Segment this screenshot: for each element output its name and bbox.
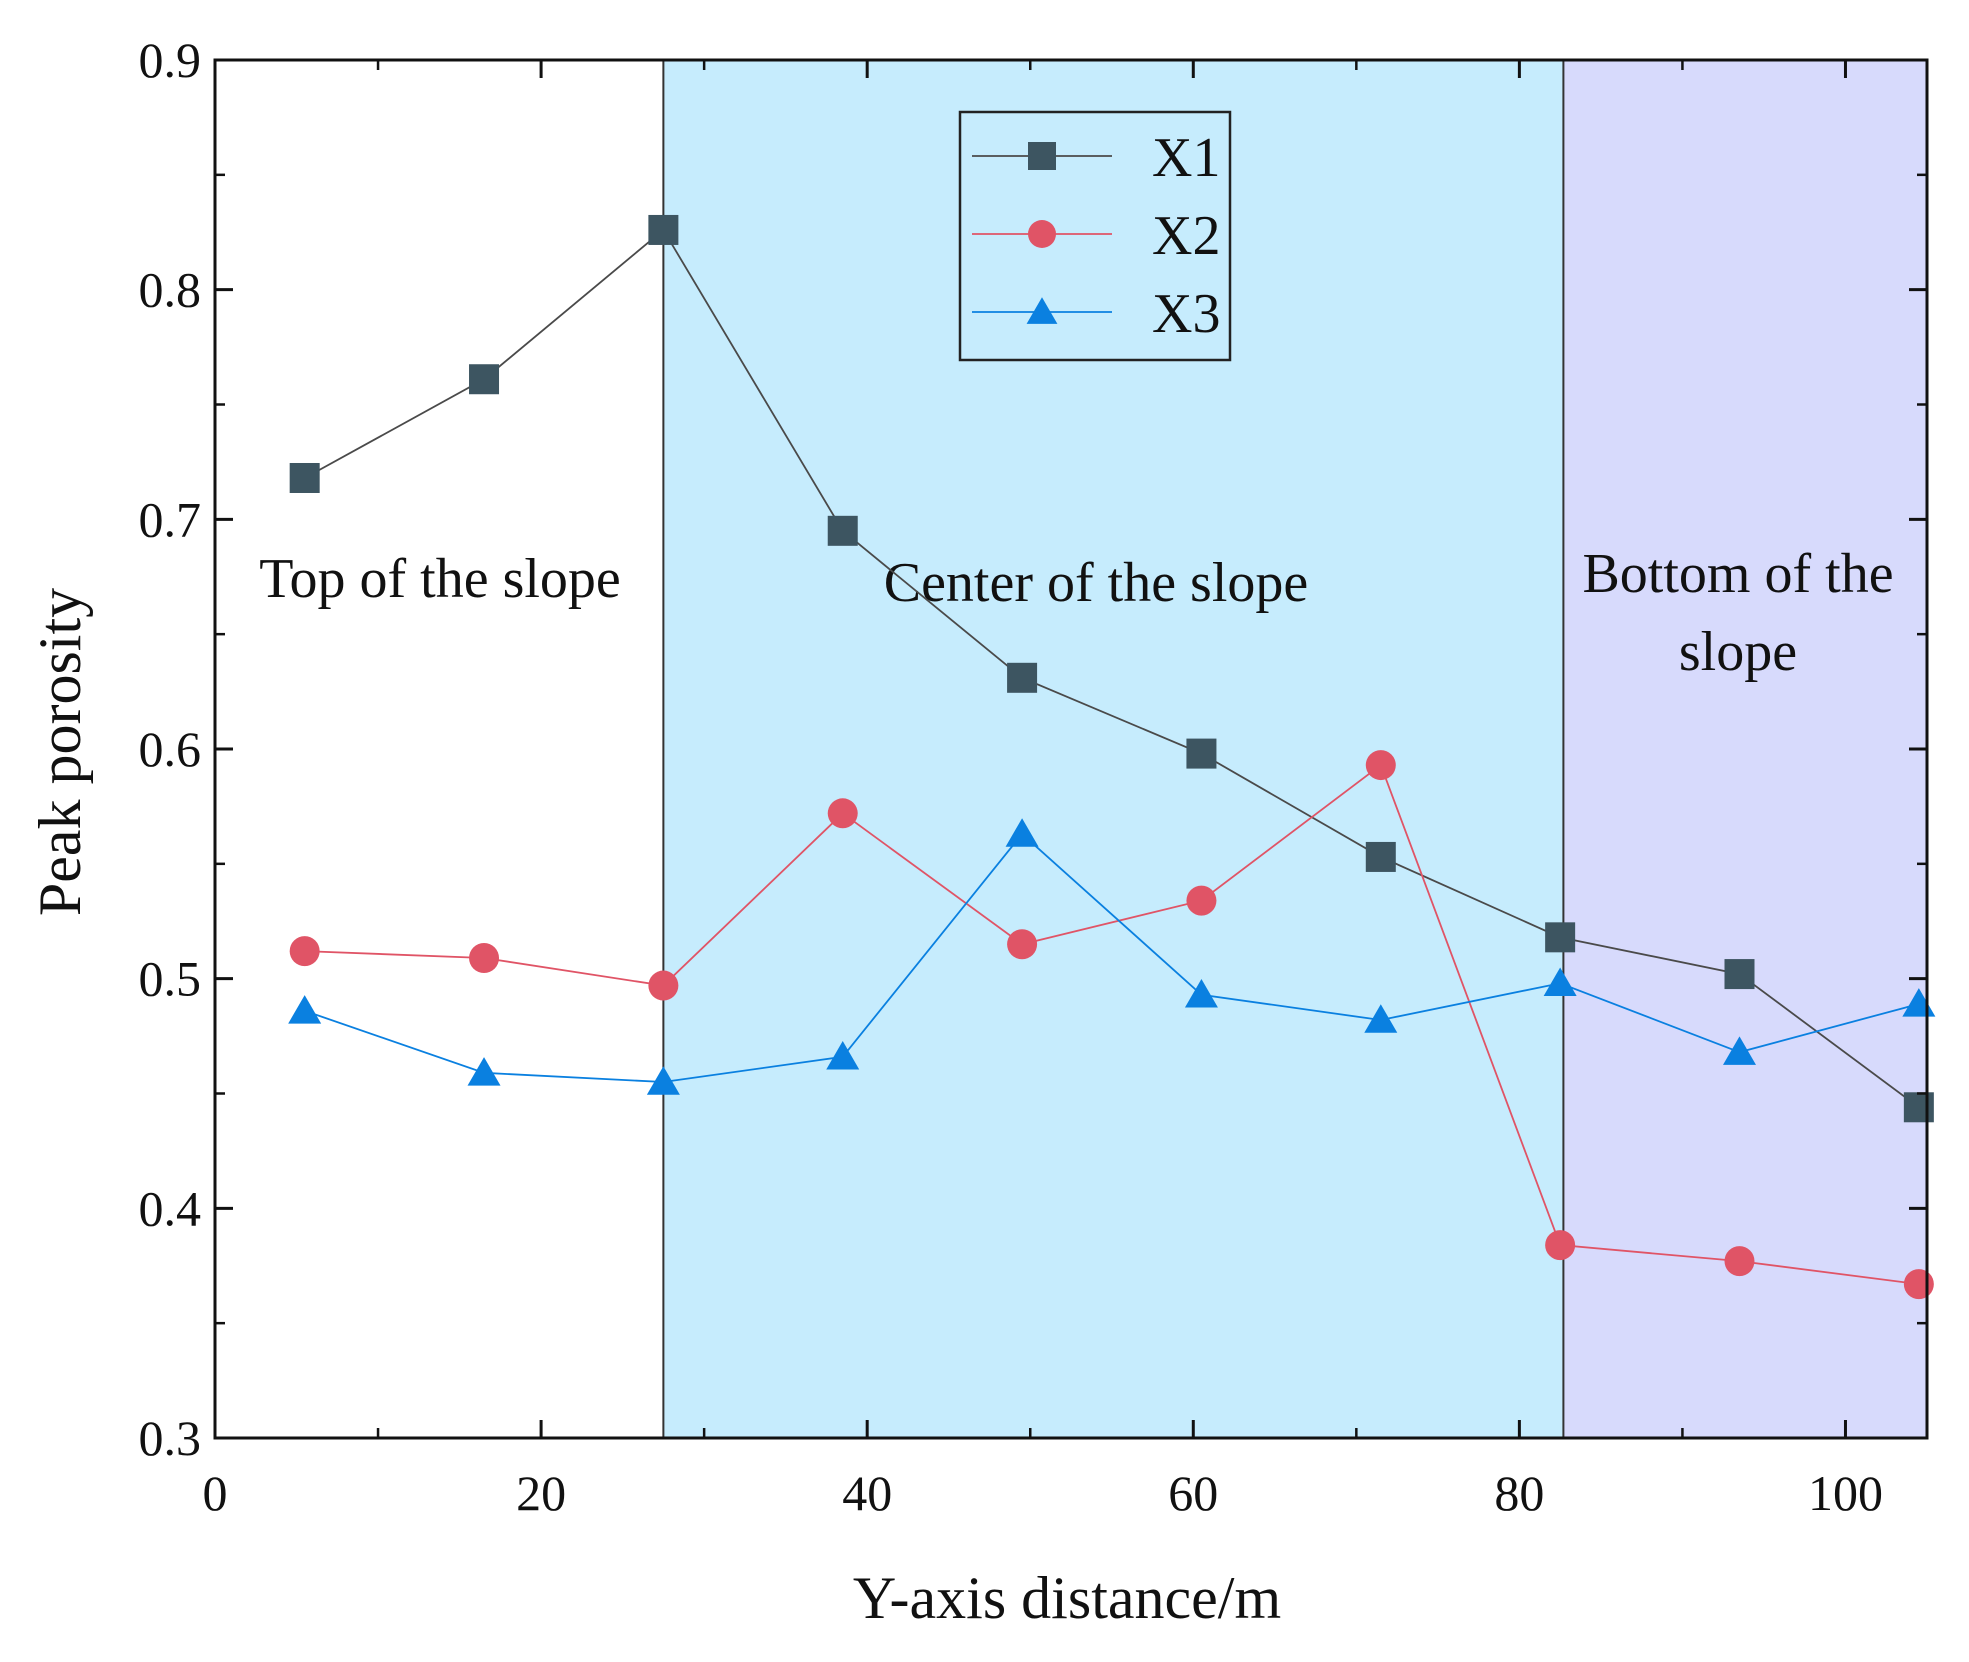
data-point-x2 (1365, 750, 1396, 781)
y-tick-label: 0.9 (139, 32, 202, 88)
x-tick-label: 60 (1168, 1465, 1218, 1521)
data-point-x2 (1724, 1246, 1755, 1277)
legend-box (958, 110, 1232, 362)
data-point-x2 (1545, 1230, 1576, 1261)
region-label-top: Top of the slope (259, 548, 621, 610)
series-line-x2 (304, 763, 1919, 1286)
series-line-x3 (304, 832, 1920, 1083)
region-center (663, 60, 1564, 1438)
region-layer (215, 60, 1927, 1438)
data-point-x3 (646, 1066, 680, 1095)
data-point-x2 (1007, 929, 1038, 960)
legend-marker-x1 (1028, 142, 1056, 170)
x-tick-label: 20 (516, 1465, 566, 1521)
y-tick-label: 0.3 (139, 1410, 202, 1466)
x-tick-label: 0 (203, 1465, 228, 1521)
data-point-x1 (1724, 959, 1755, 990)
data-point-x3 (1184, 978, 1218, 1008)
region-bottom (1563, 60, 1927, 1438)
data-point-x1 (1545, 922, 1576, 953)
x-tick-label: 100 (1808, 1465, 1883, 1521)
data-point-x2 (1903, 1269, 1934, 1300)
data-point-x3 (1543, 967, 1577, 997)
data-point-x2 (289, 936, 320, 967)
y-tick-label: 0.7 (139, 491, 202, 547)
series-line-x1 (304, 228, 1920, 1109)
data-point-x1 (1365, 841, 1396, 872)
region-label-layer: Top of the slope Center of the slope Botto… (259, 543, 1893, 683)
region-top (215, 60, 664, 1438)
y-tick-label: 0.8 (139, 262, 202, 318)
data-point-x1 (1903, 1092, 1934, 1123)
tick-layer: 0 20 40 60 80 100 0.3 0.4 0.5 0.6 0.7 0.8 0.9 (139, 32, 1927, 1521)
data-point-x1 (469, 364, 500, 395)
legend-label-x1: X1 (1152, 127, 1220, 189)
data-point-x1 (827, 515, 858, 546)
x-axis-label: Y-axis distance/m (853, 1565, 1281, 1631)
data-point-x2 (648, 970, 679, 1001)
legend-label-x3: X3 (1152, 283, 1220, 345)
x-tick-label: 40 (842, 1465, 892, 1521)
legend: X1 X2 X3 (958, 110, 1232, 362)
data-point-x2 (1186, 885, 1217, 916)
data-point-x3 (1005, 818, 1039, 847)
data-point-x1 (289, 462, 320, 493)
legend-marker-x3 (1026, 297, 1058, 324)
data-point-x2 (469, 942, 500, 973)
data-point-x1 (1007, 662, 1038, 693)
y-tick-label: 0.5 (139, 951, 202, 1007)
region-label-bottom: Bottom of the (1582, 543, 1893, 605)
legend-label-x2: X2 (1152, 205, 1220, 267)
y-axis-label: Peak porosity (27, 588, 93, 916)
region-label-bottom: slope (1679, 621, 1797, 683)
data-point-x3 (467, 1057, 501, 1086)
x-tick-label: 80 (1494, 1465, 1544, 1521)
series-markers (288, 214, 1936, 1300)
legend-marker-x2 (1028, 220, 1056, 248)
series-lines (304, 228, 1920, 1286)
y-tick-label: 0.4 (139, 1180, 202, 1236)
data-point-x3 (288, 995, 322, 1024)
region-label-center: Center of the slope (884, 552, 1309, 614)
data-point-x1 (1186, 738, 1217, 769)
y-tick-label: 0.6 (139, 721, 202, 777)
data-point-x1 (648, 214, 679, 245)
data-point-x3 (1722, 1036, 1756, 1065)
data-point-x2 (827, 798, 858, 829)
data-point-x3 (1364, 1004, 1398, 1033)
data-point-x3 (826, 1041, 860, 1070)
